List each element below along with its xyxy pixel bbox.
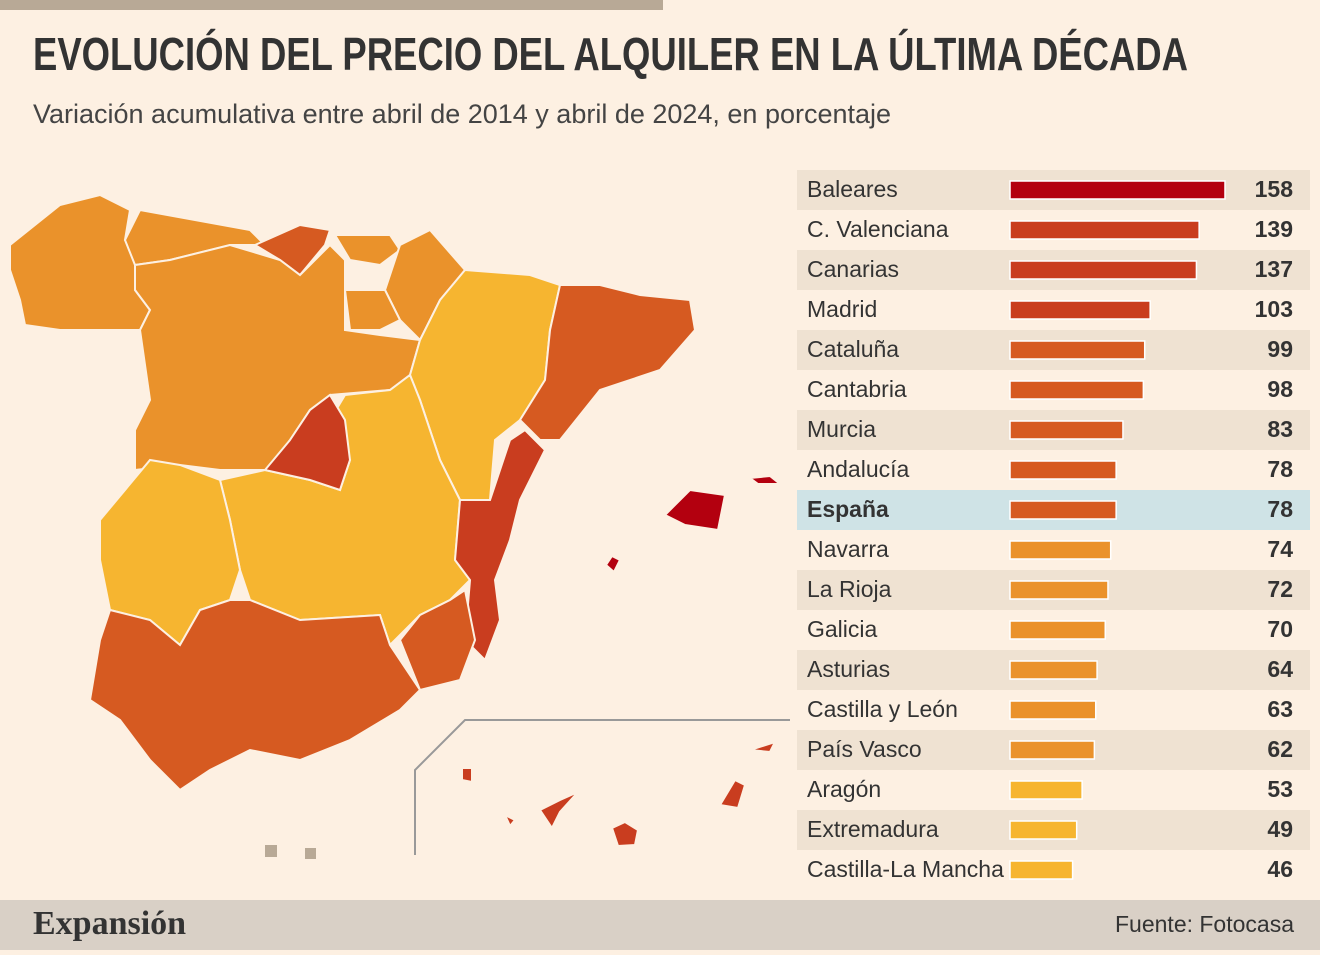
category-label: Cataluña: [807, 336, 899, 362]
value-label: 63: [1267, 696, 1293, 722]
bar: [1009, 620, 1107, 640]
category-label: Castilla-La Mancha: [807, 856, 1004, 882]
category-label: País Vasco: [807, 736, 922, 762]
value-label: 103: [1255, 296, 1293, 322]
chart-subtitle: Variación acumulativa entre abril de 201…: [33, 99, 891, 129]
value-label: 78: [1267, 456, 1293, 482]
value-label: 70: [1267, 616, 1293, 642]
value-label: 49: [1267, 816, 1293, 842]
bar: [1009, 300, 1151, 320]
category-label: Galicia: [807, 616, 878, 642]
bar: [1009, 780, 1083, 800]
category-label: Andalucía: [807, 456, 910, 482]
bar: [1009, 660, 1098, 680]
category-label: La Rioja: [807, 576, 892, 602]
category-label: Canarias: [807, 256, 899, 282]
value-label: 72: [1267, 576, 1293, 602]
value-label: 46: [1267, 856, 1293, 882]
footer: [0, 900, 1320, 950]
value-label: 83: [1267, 416, 1293, 442]
value-label: 99: [1267, 336, 1293, 362]
bar: [1009, 180, 1226, 200]
category-label: Murcia: [807, 416, 876, 442]
bar: [1009, 220, 1200, 240]
value-label: 62: [1267, 736, 1293, 762]
bar: [1009, 700, 1097, 720]
category-label: Madrid: [807, 296, 877, 322]
category-label: Extremadura: [807, 816, 939, 842]
category-label: Cantabria: [807, 376, 907, 402]
value-label: 78: [1267, 496, 1293, 522]
value-label: 139: [1255, 216, 1293, 242]
category-label: España: [807, 496, 889, 522]
bar: [1009, 340, 1146, 360]
category-label: Navarra: [807, 536, 889, 562]
bar: [1009, 580, 1109, 600]
chart-title: EVOLUCIÓN DEL PRECIO DEL ALQUILER EN LA …: [33, 28, 1188, 80]
category-label: Aragón: [807, 776, 881, 802]
bar: [1009, 420, 1124, 440]
source: Fuente: Fotocasa: [1115, 911, 1294, 937]
bar: [1009, 500, 1117, 520]
value-label: 137: [1255, 256, 1293, 282]
value-label: 98: [1267, 376, 1293, 402]
category-label: C. Valenciana: [807, 216, 949, 242]
value-label: 53: [1267, 776, 1293, 802]
bar: [1009, 460, 1117, 480]
value-label: 158: [1255, 176, 1294, 202]
bar: [1009, 380, 1145, 400]
category-label: Castilla y León: [807, 696, 958, 722]
bar: [1009, 740, 1096, 760]
map: [9, 193, 790, 859]
value-label: 64: [1267, 656, 1293, 682]
bar: [1009, 540, 1112, 560]
bar: [1009, 260, 1198, 280]
brand: Expansión: [33, 905, 186, 942]
top-strip: [0, 0, 663, 10]
category-label: Asturias: [807, 656, 890, 682]
value-label: 74: [1267, 536, 1293, 562]
bar: [1009, 820, 1078, 840]
bar: [1009, 860, 1074, 880]
category-label: Baleares: [807, 176, 898, 202]
